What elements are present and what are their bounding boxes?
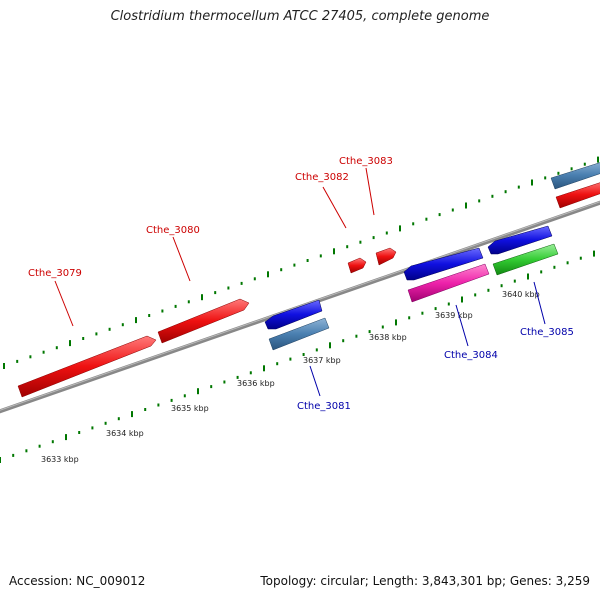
scale-labels: 3633 kbp 3634 kbp 3635 kbp 3636 kbp 3637…	[41, 290, 540, 464]
scale-label: 3634 kbp	[106, 429, 144, 438]
gene-cthe-3081[interactable]	[268, 317, 330, 351]
gene-label-cthe-3079[interactable]: Cthe_3079	[28, 268, 82, 279]
leader-cthe-3084	[455, 304, 469, 347]
scale-label: 3640 kbp	[502, 290, 540, 299]
reverse-genes	[264, 161, 600, 351]
gene-blue-2[interactable]	[403, 247, 484, 281]
gene-label-cthe-3085[interactable]: Cthe_3085	[520, 327, 574, 338]
gene-blue-3[interactable]	[487, 225, 553, 255]
gene-cthe-3079[interactable]	[17, 335, 157, 398]
gene-blue-1[interactable]	[264, 299, 323, 330]
forward-tick-row	[3, 156, 599, 369]
gene-cthe-3083[interactable]	[375, 247, 397, 266]
scale-label: 3633 kbp	[41, 455, 79, 464]
gene-cthe-3085[interactable]	[492, 243, 559, 276]
forward-genes	[17, 181, 600, 398]
gene-labels: Cthe_3079 Cthe_3080 Cthe_3081 Cthe_3082 …	[28, 156, 574, 412]
gene-cthe-3084[interactable]	[407, 263, 490, 303]
scale-label: 3638 kbp	[369, 333, 407, 342]
gene-cthe-3080[interactable]	[157, 298, 250, 344]
genome-backbone-highlight	[0, 201, 600, 411]
leader-cthe-3085	[533, 281, 546, 325]
leader-cthe-3083	[365, 167, 375, 216]
leader-cthe-3080	[172, 236, 191, 282]
scale-label: 3637 kbp	[303, 356, 341, 365]
gene-partial-right-steel[interactable]	[550, 161, 600, 190]
scale-label: 3636 kbp	[237, 379, 275, 388]
scale-label: 3639 kbp	[435, 311, 473, 320]
leader-cthe-3082	[322, 186, 347, 229]
gene-label-cthe-3084[interactable]: Cthe_3084	[444, 350, 498, 361]
gene-partial-right-red[interactable]	[555, 181, 600, 209]
gene-label-cthe-3082[interactable]: Cthe_3082	[295, 172, 349, 183]
leader-cthe-3081	[309, 365, 321, 397]
gene-label-cthe-3080[interactable]: Cthe_3080	[146, 225, 200, 236]
reverse-tick-row	[0, 250, 595, 463]
map-title: Clostridium thermocellum ATCC 27405, com…	[110, 9, 490, 24]
gene-label-cthe-3081[interactable]: Cthe_3081	[297, 401, 351, 412]
label-leaders	[54, 167, 546, 397]
leader-cthe-3079	[54, 280, 74, 327]
scale-label: 3635 kbp	[171, 404, 209, 413]
genome-summary-text: Topology: circular; Length: 3,843,301 bp…	[260, 574, 590, 588]
gene-label-cthe-3083[interactable]: Cthe_3083	[339, 156, 393, 167]
accession-text: Accession: NC_009012	[9, 574, 146, 588]
gene-cthe-3082[interactable]	[347, 257, 367, 274]
